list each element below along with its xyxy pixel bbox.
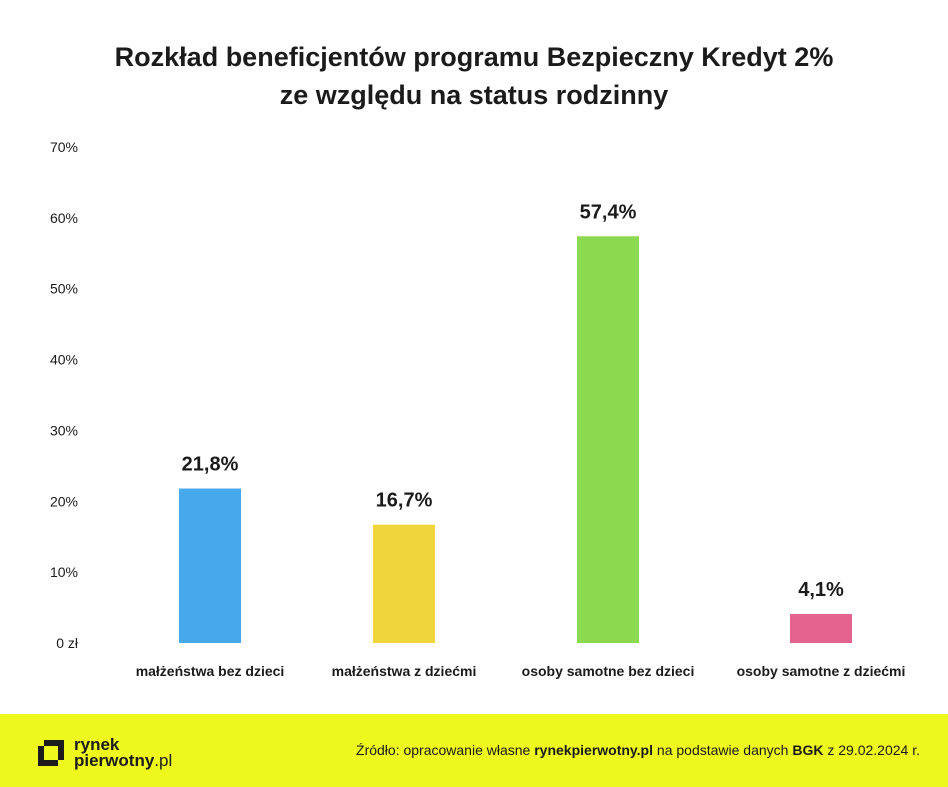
y-tick-label: 50% — [50, 281, 78, 297]
data-label: 4,1% — [798, 579, 844, 601]
source-middle: na podstawie danych — [653, 742, 793, 758]
bar-chart: 0 zł 10% 20% 30% 40% 50% 60% 70% 21,8% małżeństwa… — [50, 139, 906, 679]
x-tick-label: małżeństwa bez dzieci — [136, 663, 285, 679]
logo-line-2-light: .pl — [154, 751, 173, 770]
source-suffix: z 29.02.2024 r. — [823, 742, 920, 758]
x-tick-label: osoby samotne z dziećmi — [737, 663, 906, 679]
data-label: 16,7% — [376, 490, 433, 512]
bar — [790, 613, 852, 643]
data-label: 57,4% — [580, 201, 637, 223]
bar — [179, 488, 241, 643]
bar — [373, 524, 435, 643]
data-label: 21,8% — [182, 454, 239, 476]
source-prefix: Źródło: opracowanie własne — [356, 742, 535, 758]
bar — [577, 236, 639, 643]
source-note: Źródło: opracowanie własne rynekpierwotn… — [356, 742, 920, 758]
chart-title: Rozkład beneficjentów programu Bezpieczn… — [0, 38, 948, 114]
chart-title-line-1: Rozkład beneficjentów programu Bezpieczn… — [114, 42, 834, 72]
y-tick-label: 40% — [50, 352, 78, 368]
y-tick-label: 60% — [50, 210, 78, 226]
y-tick-label: 0 zł — [56, 635, 79, 651]
source-org: BGK — [792, 742, 824, 758]
x-tick-label: małżeństwa z dziećmi — [332, 663, 477, 679]
y-tick-label: 20% — [50, 493, 78, 509]
logo: rynek pierwotny.pl — [36, 735, 173, 770]
footer-bar: rynek pierwotny.pl Źródło: opracowanie w… — [0, 714, 948, 787]
y-tick-label: 30% — [50, 422, 78, 438]
logo-icon — [38, 740, 64, 766]
logo-text: rynek pierwotny.pl — [74, 735, 173, 770]
y-tick-label: 10% — [50, 564, 78, 580]
x-tick-label: osoby samotne bez dzieci — [522, 663, 695, 679]
source-site: rynekpierwotny.pl — [534, 742, 654, 758]
chart-title-line-2: ze względu na status rodzinny — [279, 80, 669, 110]
logo-line-2-bold: pierwotny — [74, 751, 155, 770]
logo-line-1: rynek — [74, 735, 120, 754]
y-tick-label: 70% — [50, 139, 78, 155]
